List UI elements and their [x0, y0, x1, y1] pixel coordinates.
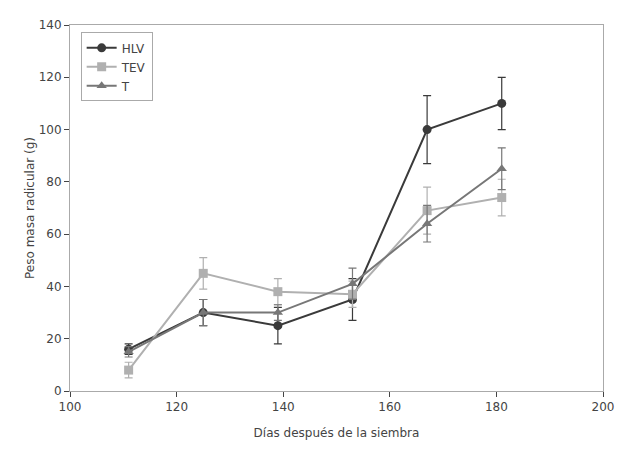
svg-text:T: T: [121, 80, 130, 94]
svg-text:140: 140: [272, 400, 295, 414]
svg-text:0: 0: [54, 384, 62, 398]
svg-text:20: 20: [46, 332, 61, 346]
svg-text:180: 180: [485, 400, 508, 414]
svg-text:120: 120: [165, 400, 188, 414]
svg-text:HLV: HLV: [122, 42, 145, 56]
svg-text:TEV: TEV: [121, 61, 146, 75]
svg-text:Días después de la siembra: Días después de la siembra: [254, 426, 420, 440]
svg-text:80: 80: [46, 175, 61, 189]
svg-text:Peso masa radicular (g): Peso masa radicular (g): [23, 137, 37, 279]
svg-text:140: 140: [39, 18, 62, 32]
svg-text:160: 160: [378, 400, 401, 414]
svg-text:200: 200: [592, 400, 615, 414]
svg-text:100: 100: [59, 400, 82, 414]
svg-text:100: 100: [39, 123, 62, 137]
svg-text:120: 120: [39, 70, 62, 84]
svg-text:40: 40: [46, 280, 61, 294]
svg-text:60: 60: [46, 227, 61, 241]
